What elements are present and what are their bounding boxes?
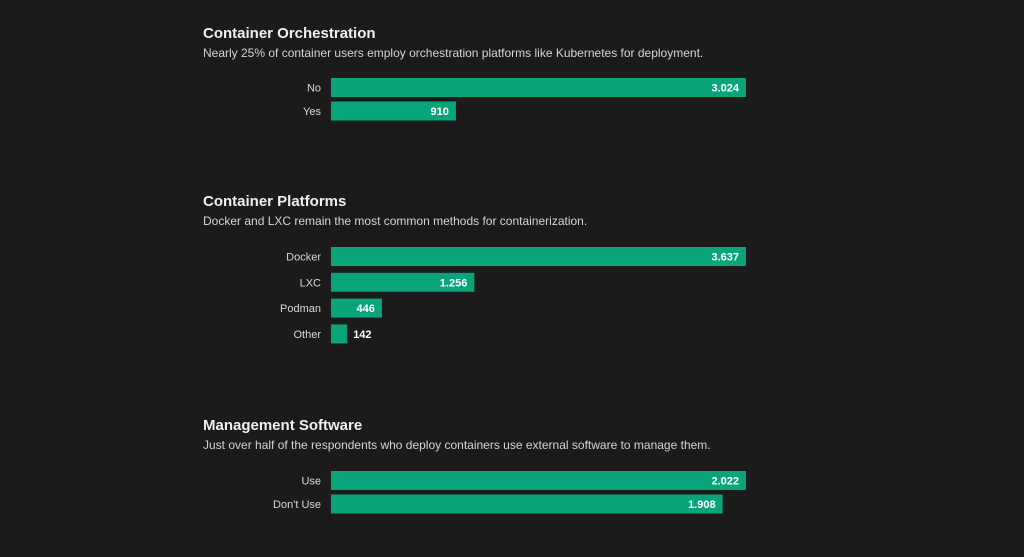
bar: [331, 272, 475, 292]
category-label: Use: [301, 476, 321, 488]
category-label: LXC: [300, 277, 321, 289]
bar-row: Docker 3.637: [286, 247, 746, 266]
category-label: Podman: [280, 303, 321, 315]
category-label: Don't Use: [273, 499, 321, 511]
value-label: 2.022: [711, 476, 739, 488]
value-label: 910: [431, 106, 449, 118]
chart-title: Container Orchestration: [203, 25, 376, 42]
bar: [331, 471, 746, 490]
value-label: 3.637: [711, 252, 739, 264]
bar: [331, 324, 348, 344]
category-label: Yes: [303, 106, 321, 118]
bar-chart: No 3.024 Yes 910: [303, 78, 746, 121]
bar: [331, 298, 382, 318]
bar-row: Yes 910: [303, 101, 456, 121]
value-label: 3.024: [711, 83, 739, 95]
value-label: 142: [353, 329, 371, 341]
chart-subtitle: Just over half of the respondents who de…: [203, 438, 711, 452]
bar-chart: Use 2.022 Don't Use 1.908: [273, 471, 746, 514]
value-label: 446: [357, 303, 375, 315]
chart-subtitle: Nearly 25% of container users employ orc…: [203, 46, 704, 60]
chart-title: Container Platforms: [203, 193, 347, 210]
category-label: No: [307, 83, 321, 95]
bar: [331, 101, 456, 121]
bar-row: No 3.024: [307, 78, 746, 97]
chart-title: Management Software: [203, 417, 363, 434]
bar: [331, 78, 746, 97]
bar-chart: Docker 3.637 LXC 1.256 Podman 446 Other 142: [280, 247, 746, 344]
bar-row: LXC 1.256: [300, 272, 475, 292]
bar-row: Podman 446: [280, 298, 382, 318]
value-label: 1.256: [440, 277, 468, 289]
chart-subtitle: Docker and LXC remain the most common me…: [203, 214, 588, 228]
value-label: 1.908: [688, 499, 716, 511]
bar-row: Don't Use 1.908: [273, 494, 723, 514]
bar-row: Use 2.022: [301, 471, 746, 490]
bar: [331, 494, 723, 514]
category-label: Other: [293, 329, 321, 341]
category-label: Docker: [286, 252, 321, 264]
bar: [331, 247, 746, 266]
bar-row: Other 142: [293, 324, 372, 344]
